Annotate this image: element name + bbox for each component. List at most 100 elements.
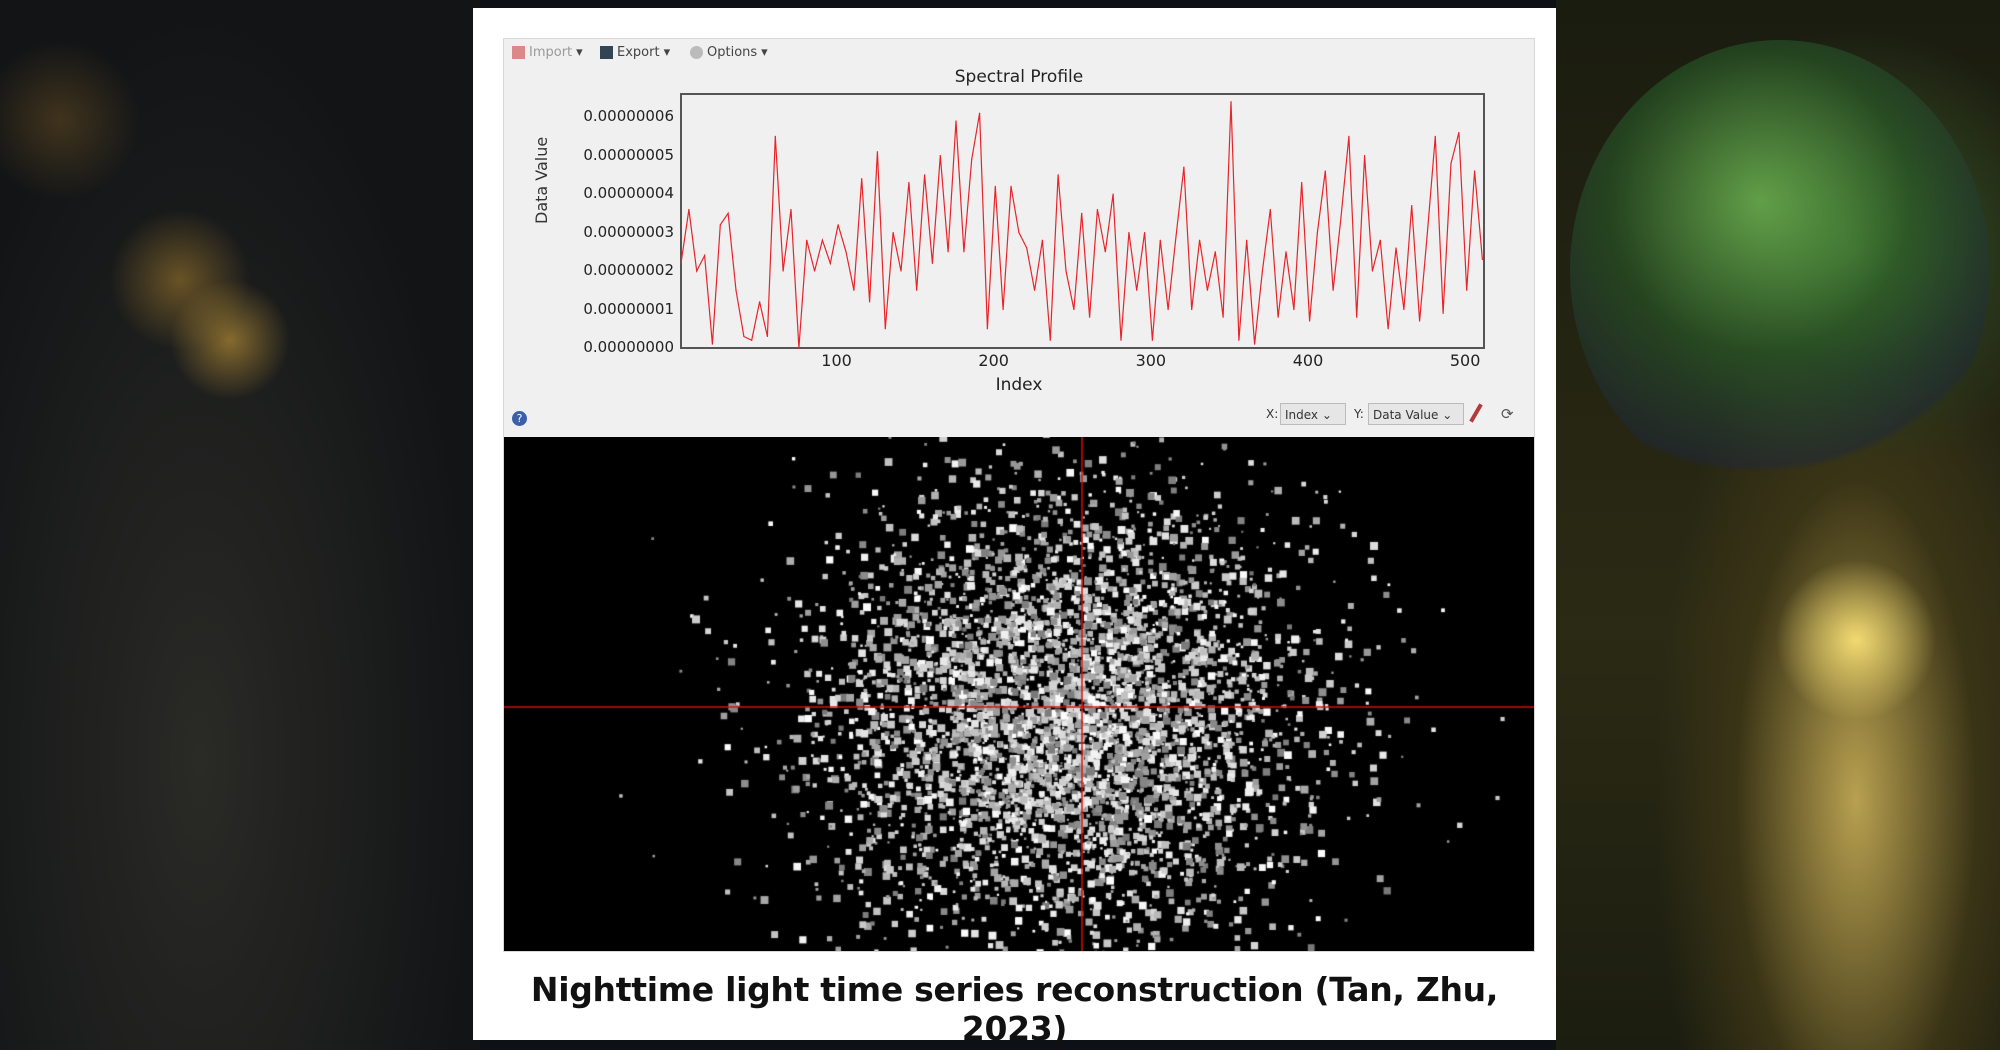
y-axis-select[interactable]: Data Value ⌄ (1368, 403, 1464, 425)
data-point (1026, 247, 1028, 249)
data-point (688, 208, 690, 211)
data-point (1230, 101, 1232, 103)
data-point (1387, 328, 1389, 330)
data-point (1002, 308, 1004, 311)
data-point (1010, 185, 1012, 187)
x-tick-label: 200 (978, 351, 1009, 370)
data-point (1458, 131, 1460, 134)
data-point (1473, 170, 1476, 172)
y-tick-label: 0.00000003 (583, 222, 674, 241)
data-point (986, 328, 989, 330)
data-point (1253, 343, 1256, 345)
save-icon (600, 46, 613, 59)
x-selector-label: X: (1266, 407, 1279, 421)
data-point (892, 231, 894, 234)
background-lightbulb-photo (1556, 0, 2000, 1050)
import-icon (512, 46, 525, 59)
y-tick-label: 0.00000001 (583, 299, 674, 318)
data-point (727, 212, 729, 214)
data-point (790, 208, 792, 211)
data-point (1316, 231, 1319, 234)
x-axis-label: Index (995, 375, 1043, 395)
data-point (916, 289, 918, 291)
data-point (1348, 135, 1350, 137)
data-point (711, 343, 714, 345)
y-tick-label: 0.00000006 (583, 107, 674, 126)
data-point (1191, 308, 1193, 311)
data-point (798, 347, 800, 349)
data-point (908, 181, 910, 184)
refresh-icon[interactable]: ⟳ (1501, 405, 1514, 423)
data-point (1301, 181, 1303, 184)
data-point (1395, 247, 1397, 249)
data-point (1128, 231, 1130, 234)
data-point (1308, 320, 1311, 322)
data-point (947, 251, 949, 253)
options-icon (690, 46, 703, 59)
data-point (1293, 308, 1295, 311)
pencil-icon[interactable] (1469, 403, 1483, 423)
data-point (735, 289, 737, 291)
data-point (1418, 320, 1421, 322)
data-point (1371, 270, 1374, 272)
data-point (1426, 231, 1429, 234)
data-point (1120, 339, 1122, 341)
data-point (1481, 258, 1484, 261)
data-point (1214, 251, 1216, 253)
data-point (1136, 289, 1138, 291)
y-tick-label: 0.00000002 (583, 261, 674, 280)
data-point (743, 335, 745, 338)
data-point (1151, 339, 1154, 341)
data-point (1450, 162, 1452, 164)
data-point (1198, 239, 1201, 241)
data-point (1332, 289, 1334, 291)
data-point (1356, 316, 1358, 318)
data-point (680, 262, 682, 264)
data-point (884, 328, 886, 330)
export-menu[interactable]: Export ▾ (600, 45, 670, 60)
data-point (1183, 166, 1185, 168)
data-point (845, 251, 847, 253)
nighttime-light-image[interactable] (504, 437, 1534, 951)
x-tick-label: 100 (821, 351, 852, 370)
data-point (1285, 251, 1287, 253)
chart-title: Spectral Profile (954, 67, 1084, 87)
data-point (1159, 239, 1161, 241)
x-axis-select[interactable]: Index ⌄ (1280, 403, 1346, 425)
data-point (939, 154, 941, 157)
data-point (1206, 289, 1209, 291)
data-point (868, 301, 871, 303)
data-point (703, 255, 706, 257)
data-point (876, 151, 879, 153)
data-point (978, 112, 981, 114)
data-point (766, 335, 769, 338)
background-left-photo (0, 0, 480, 1050)
data-point (963, 251, 965, 253)
data-point (813, 270, 816, 272)
data-point (758, 301, 761, 303)
x-tick-label: 300 (1135, 351, 1167, 370)
data-point (1041, 239, 1044, 241)
data-point (1261, 270, 1264, 272)
data-point (1442, 312, 1444, 314)
data-point (751, 339, 753, 341)
data-point (1363, 154, 1366, 157)
y-tick-label: 0.00000004 (583, 184, 674, 203)
y-selector-label: Y: (1354, 407, 1364, 421)
data-point (931, 262, 934, 264)
options-menu[interactable]: Options ▾ (690, 45, 768, 60)
data-point (1246, 239, 1248, 241)
data-point (696, 270, 698, 272)
data-point (1112, 193, 1114, 195)
help-icon[interactable]: ? (512, 411, 527, 426)
spectral-profile-window: Import ▾ Export ▾ Options ▾ Spectral Profil… (503, 38, 1535, 952)
data-point (1277, 316, 1279, 318)
data-point (1088, 316, 1091, 318)
data-point (1065, 270, 1067, 272)
spectral-profile-chart[interactable] (504, 39, 1534, 399)
y-tick-label: 0.00000005 (583, 145, 674, 164)
x-tick-label: 400 (1292, 351, 1324, 370)
data-point (1269, 208, 1271, 211)
import-menu[interactable]: Import ▾ (512, 45, 583, 60)
data-point (1434, 135, 1436, 137)
